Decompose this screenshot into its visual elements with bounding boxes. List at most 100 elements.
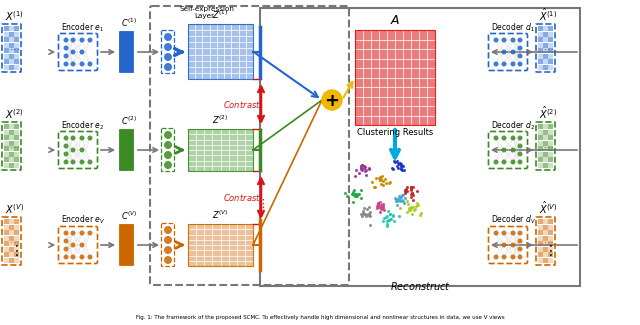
Text: $\cdots$: $\cdots$: [543, 142, 554, 152]
Bar: [15, 54, 19, 58]
Circle shape: [79, 254, 84, 259]
Point: [391, 197, 401, 202]
Bar: [543, 258, 548, 263]
Bar: [15, 32, 19, 37]
Point: [372, 200, 383, 205]
Point: [358, 211, 369, 216]
Point: [358, 211, 368, 216]
Point: [342, 193, 352, 199]
Bar: [548, 230, 552, 235]
Point: [378, 203, 388, 208]
Bar: [4, 247, 8, 252]
Bar: [4, 236, 8, 240]
Point: [382, 222, 392, 227]
Point: [349, 193, 360, 198]
Point: [372, 203, 382, 209]
Bar: [10, 253, 13, 257]
Bar: [4, 241, 8, 246]
Point: [406, 185, 417, 190]
Circle shape: [511, 49, 515, 55]
Bar: [538, 54, 543, 58]
FancyBboxPatch shape: [119, 224, 134, 266]
Text: $X^{(V)}$: $X^{(V)}$: [5, 202, 24, 216]
Point: [388, 213, 398, 218]
Bar: [15, 225, 19, 229]
Bar: [538, 152, 543, 157]
Circle shape: [70, 136, 76, 140]
Circle shape: [518, 46, 522, 50]
Circle shape: [493, 254, 499, 259]
Bar: [548, 37, 552, 42]
Point: [378, 182, 388, 188]
Point: [364, 211, 374, 216]
Circle shape: [79, 37, 84, 43]
Point: [378, 207, 388, 212]
Point: [364, 165, 374, 171]
Point: [408, 207, 419, 213]
Bar: [538, 230, 543, 235]
Bar: [548, 152, 552, 157]
Point: [375, 210, 385, 215]
Bar: [548, 32, 552, 37]
Point: [392, 197, 402, 202]
Bar: [4, 225, 8, 229]
Point: [391, 198, 401, 203]
Circle shape: [63, 246, 68, 252]
Point: [390, 196, 400, 201]
Bar: [10, 26, 13, 31]
Point: [397, 192, 408, 198]
Point: [402, 199, 412, 204]
Point: [396, 162, 406, 167]
Bar: [538, 253, 543, 257]
Point: [402, 184, 412, 189]
Bar: [10, 59, 13, 64]
Point: [369, 184, 380, 189]
Point: [378, 215, 388, 220]
Point: [404, 208, 414, 213]
Bar: [355, 30, 435, 125]
Point: [380, 177, 390, 182]
Point: [408, 192, 418, 198]
Text: $\mathit{Reconstruct}$: $\mathit{Reconstruct}$: [390, 280, 451, 292]
Point: [396, 164, 406, 169]
Point: [401, 187, 412, 192]
Point: [361, 168, 371, 173]
Bar: [548, 236, 552, 240]
Circle shape: [70, 61, 76, 67]
Circle shape: [88, 37, 93, 43]
Bar: [4, 163, 8, 168]
Bar: [548, 163, 552, 168]
Point: [353, 191, 364, 196]
Bar: [548, 130, 552, 135]
Point: [375, 178, 385, 183]
Bar: [10, 37, 13, 42]
Point: [397, 197, 407, 202]
Bar: [10, 219, 13, 224]
Point: [399, 196, 410, 201]
Circle shape: [511, 242, 515, 248]
Point: [390, 160, 400, 165]
Point: [378, 201, 388, 206]
Text: $\cdots$: $\cdots$: [9, 142, 19, 152]
Point: [397, 192, 408, 198]
Circle shape: [164, 33, 172, 41]
Text: $Z^{(V)}$: $Z^{(V)}$: [212, 209, 229, 221]
Point: [364, 210, 374, 215]
Point: [364, 212, 374, 217]
Text: $\cdots$: $\cdots$: [9, 44, 19, 54]
Point: [376, 181, 387, 186]
Circle shape: [164, 256, 172, 264]
Bar: [260, 8, 580, 286]
Bar: [543, 230, 548, 235]
Circle shape: [63, 37, 68, 43]
Point: [394, 197, 404, 202]
Bar: [543, 59, 548, 64]
Circle shape: [88, 136, 93, 140]
Text: Layer: Layer: [194, 13, 214, 19]
Point: [403, 201, 413, 206]
Circle shape: [518, 144, 522, 149]
Bar: [188, 24, 253, 79]
Bar: [4, 37, 8, 42]
Text: Encoder $e_2$: Encoder $e_2$: [61, 119, 104, 132]
Bar: [15, 258, 19, 263]
